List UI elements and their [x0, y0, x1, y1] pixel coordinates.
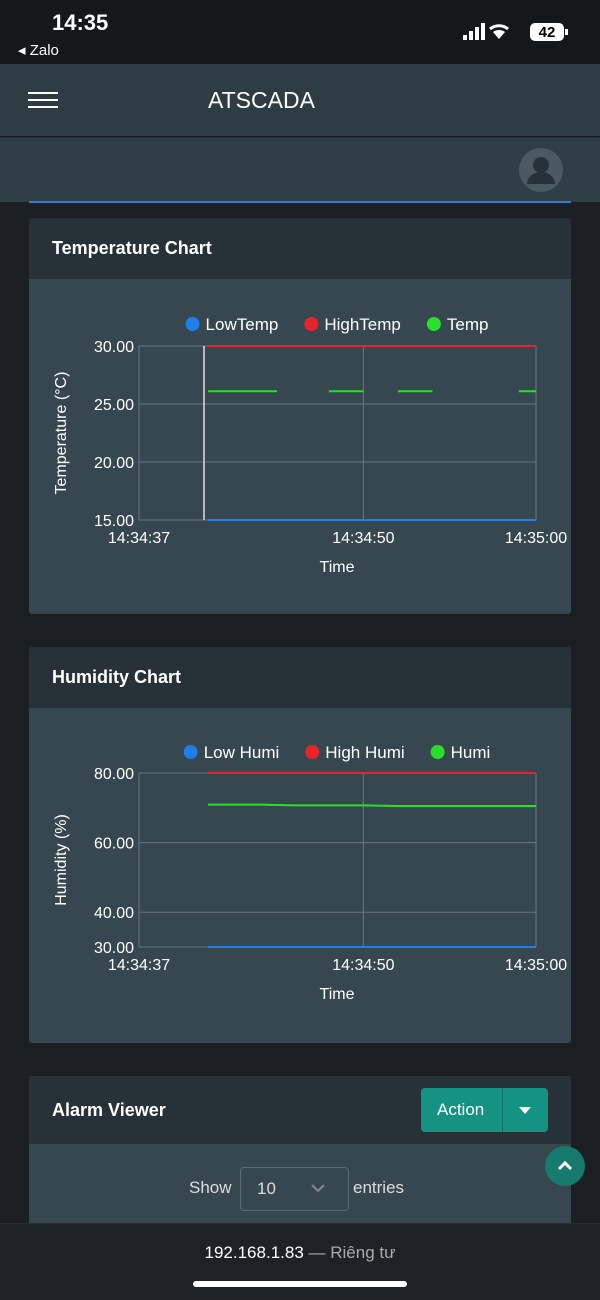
- card-title: Temperature Chart: [29, 218, 571, 279]
- alarm-card: Alarm Viewer Action Show 10 entries: [29, 1076, 571, 1236]
- back-app: Zalo: [29, 42, 59, 59]
- card-title: Humidity Chart: [29, 647, 571, 708]
- temperature-card: Temperature Chart: [29, 218, 571, 614]
- scroll-top-button[interactable]: [545, 1146, 587, 1188]
- menu-button[interactable]: [28, 92, 60, 110]
- status-icons: 42: [463, 23, 568, 41]
- action-button[interactable]: Action: [421, 1088, 548, 1132]
- alarm-title: Alarm Viewer: [52, 1100, 166, 1120]
- dropdown-caret: [519, 1107, 531, 1114]
- url: 192.168.1.83 — Riêng tư: [0, 1243, 600, 1263]
- entries-value: 10: [257, 1179, 276, 1198]
- app-title: ATSCADA: [208, 87, 315, 113]
- battery-level: 42: [539, 24, 556, 41]
- entries-select[interactable]: 10: [240, 1167, 349, 1211]
- home-indicator: [193, 1281, 407, 1287]
- accent-line: [29, 201, 571, 203]
- browser-bar: 192.168.1.83 — Riêng tư: [0, 1223, 600, 1300]
- humidity-card: Humidity Chart: [29, 647, 571, 1043]
- action-label: Action: [437, 1100, 485, 1119]
- back-link[interactable]: ◂ Zalo: [18, 42, 59, 59]
- avatar[interactable]: [519, 148, 564, 193]
- entries-label: entries: [353, 1178, 405, 1197]
- sub-header: [0, 137, 600, 202]
- address: 192.168.1.83: [204, 1243, 304, 1262]
- status-bar: 14:35 ◂ Zalo 42: [0, 0, 600, 64]
- show-label: Show: [189, 1178, 232, 1197]
- privacy-label: — Riêng tư: [308, 1243, 396, 1262]
- card-title: Alarm Viewer Action: [29, 1076, 571, 1144]
- app-header: ATSCADA: [0, 64, 600, 136]
- clock: 14:35: [52, 10, 109, 35]
